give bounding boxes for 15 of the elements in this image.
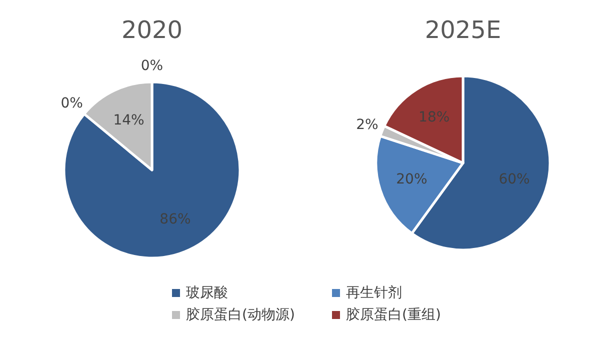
data-label: 2% bbox=[356, 117, 378, 134]
data-label: 20% bbox=[396, 172, 428, 188]
pie-slice bbox=[62, 80, 242, 260]
legend-label: 胶原蛋白(重组) bbox=[346, 307, 441, 323]
legend-label: 玻尿酸 bbox=[186, 285, 228, 301]
chart-title: 2025E bbox=[424, 16, 502, 44]
legend-label: 再生针剂 bbox=[346, 285, 402, 301]
data-label: 18% bbox=[418, 109, 450, 126]
data-label: 60% bbox=[498, 172, 530, 188]
data-label: 86% bbox=[160, 211, 191, 228]
text: 0% bbox=[140, 58, 164, 74]
legend-label: 胶原蛋白(动物源) bbox=[186, 307, 295, 323]
data-label: 14% bbox=[113, 112, 144, 129]
chart-title: 2020 bbox=[121, 16, 183, 44]
text: 0% bbox=[60, 96, 83, 112]
